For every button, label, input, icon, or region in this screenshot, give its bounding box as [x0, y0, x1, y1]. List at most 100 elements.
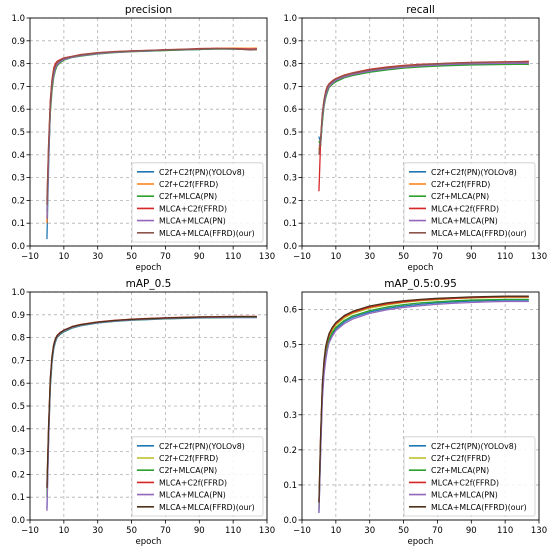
y-tick-label: 0.2: [11, 196, 25, 206]
y-tick-label: 0.2: [11, 470, 25, 480]
y-tick-label: 0.3: [11, 448, 25, 458]
y-tick-label: 0.0: [283, 242, 297, 252]
x-tick-label: −10: [293, 526, 311, 536]
legend-label: C2f+C2f(FFRD): [159, 180, 218, 189]
legend-label: MLCA+MLCA(FFRD)(our): [159, 503, 255, 512]
y-tick-label: 1.0: [283, 14, 297, 24]
series-line-6: [46, 315, 257, 489]
y-tick-label: 0.3: [283, 174, 297, 184]
y-tick-label: 0.5: [11, 402, 25, 412]
y-tick-label: 0.6: [11, 105, 25, 115]
y-tick-label: 0.8: [283, 60, 297, 70]
y-tick-label: 0.6: [11, 379, 25, 389]
legend-label: MLCA+MLCA(FFRD)(our): [431, 503, 527, 512]
legend-label: C2f+C2f(PN)(YOLOv8): [159, 168, 245, 177]
x-tick-label: −10: [21, 526, 39, 536]
x-tick-label: 130: [259, 526, 275, 536]
x-tick-label: 90: [194, 252, 205, 262]
x-tick-label: 110: [497, 526, 513, 536]
y-tick-label: 0.9: [11, 311, 25, 321]
y-tick-label: 0.5: [283, 128, 297, 138]
y-tick-label: 0.2: [283, 446, 297, 456]
legend-label: MLCA+MLCA(FFRD)(our): [159, 229, 255, 238]
y-tick-label: 0.9: [283, 37, 297, 47]
legend-label: C2f+C2f(FFRD): [431, 180, 490, 189]
y-tick-label: 0.5: [11, 128, 25, 138]
y-tick-label: 0.3: [11, 174, 25, 184]
legend-label: C2f+C2f(FFRD): [159, 454, 218, 463]
legend: C2f+C2f(PN)(YOLOv8) C2f+C2f(FFRD) C2f+MLCA…: [131, 162, 264, 243]
subplot-title: mAP_0.5: [126, 278, 172, 290]
legend: C2f+C2f(PN)(YOLOv8) C2f+C2f(FFRD) C2f+MLCA…: [403, 162, 536, 243]
x-tick-label: 110: [225, 252, 241, 262]
y-tick-label: 0.4: [283, 376, 297, 386]
legend-label: MLCA+MLCA(PN): [431, 217, 498, 226]
y-tick-label: 0.1: [283, 481, 297, 491]
x-tick-label: 30: [364, 252, 375, 262]
axes-frame: [301, 291, 540, 521]
y-tick-label: 0.4: [11, 151, 25, 161]
legend-box: [403, 436, 536, 517]
y-tick-label: 0.3: [283, 411, 297, 421]
subplot-title: mAP_0.5:0.95: [384, 278, 457, 290]
x-tick-label: 50: [398, 252, 409, 262]
y-tick-label: 0.0: [283, 516, 297, 526]
subplot-1: −10 10 30 50 70 90 110 130 0.0 0.1 0.2 0.3 0.4 0.5 0.6…: [11, 4, 275, 273]
y-tick-label: 0.2: [283, 196, 297, 206]
x-tick-label: −10: [293, 252, 311, 262]
x-tick-label: 10: [330, 526, 341, 536]
x-tick-label: 50: [126, 526, 137, 536]
x-tick-label: 10: [58, 252, 69, 262]
legend-label: MLCA+MLCA(FFRD)(our): [431, 229, 527, 238]
y-tick-label: 0.0: [11, 516, 25, 526]
x-tick-label: 130: [259, 252, 275, 262]
y-tick-label: 1.0: [11, 288, 25, 298]
subplot-title: recall: [406, 4, 435, 16]
legend-box: [131, 436, 264, 517]
y-tick-label: 0.0: [11, 242, 25, 252]
x-tick-label: 30: [92, 526, 103, 536]
y-tick-label: 0.4: [283, 151, 297, 161]
y-tick-label: 0.1: [11, 219, 25, 229]
legend-box: [403, 162, 536, 243]
x-tick-label: 70: [160, 252, 171, 262]
legend-label: C2f+MLCA(PN): [159, 466, 217, 475]
series-line-5: [318, 62, 529, 147]
y-tick-label: 0.9: [11, 37, 25, 47]
x-tick-label: 110: [497, 252, 513, 262]
series-line-3: [318, 63, 529, 147]
x-axis-label: epoch: [408, 263, 434, 273]
y-tick-label: 0.1: [283, 219, 297, 229]
legend-label: C2f+C2f(PN)(YOLOv8): [159, 442, 245, 451]
y-tick-label: 0.6: [283, 306, 297, 316]
legend-label: MLCA+C2f(FFRD): [159, 478, 227, 487]
y-tick-label: 0.5: [283, 341, 297, 351]
y-tick-label: 0.6: [283, 105, 297, 115]
legend-box: [131, 162, 264, 243]
y-tick-label: 0.7: [11, 356, 25, 366]
series-line-6: [318, 295, 529, 503]
legend-label: C2f+C2f(FFRD): [431, 454, 490, 463]
y-tick-label: 0.8: [11, 60, 25, 70]
x-tick-label: 130: [531, 252, 547, 262]
y-tick-label: 0.8: [11, 334, 25, 344]
subplot-3: −10 10 30 50 70 90 110 130 0.0 0.1 0.2 0.3 0.4 0.5 0.6…: [11, 278, 275, 547]
series-line-6: [318, 61, 529, 155]
legend: C2f+C2f(PN)(YOLOv8) C2f+C2f(FFRD) C2f+MLCA…: [403, 436, 536, 517]
x-axis-label: epoch: [136, 537, 162, 547]
legend-label: MLCA+MLCA(PN): [159, 491, 226, 500]
x-tick-label: 90: [194, 526, 205, 536]
x-tick-label: 110: [225, 526, 241, 536]
x-axis-label: epoch: [136, 263, 162, 273]
x-tick-label: −10: [21, 252, 39, 262]
legend-label: C2f+C2f(PN)(YOLOv8): [431, 168, 517, 177]
x-tick-label: 70: [432, 526, 443, 536]
y-tick-label: 0.4: [11, 425, 25, 435]
legend-label: MLCA+MLCA(PN): [431, 491, 498, 500]
x-tick-label: 30: [364, 526, 375, 536]
y-tick-label: 1.0: [11, 14, 25, 24]
legend-label: MLCA+C2f(FFRD): [431, 204, 499, 213]
legend-label: MLCA+MLCA(PN): [159, 217, 226, 226]
legend: C2f+C2f(PN)(YOLOv8) C2f+C2f(FFRD) C2f+MLCA…: [131, 436, 264, 517]
